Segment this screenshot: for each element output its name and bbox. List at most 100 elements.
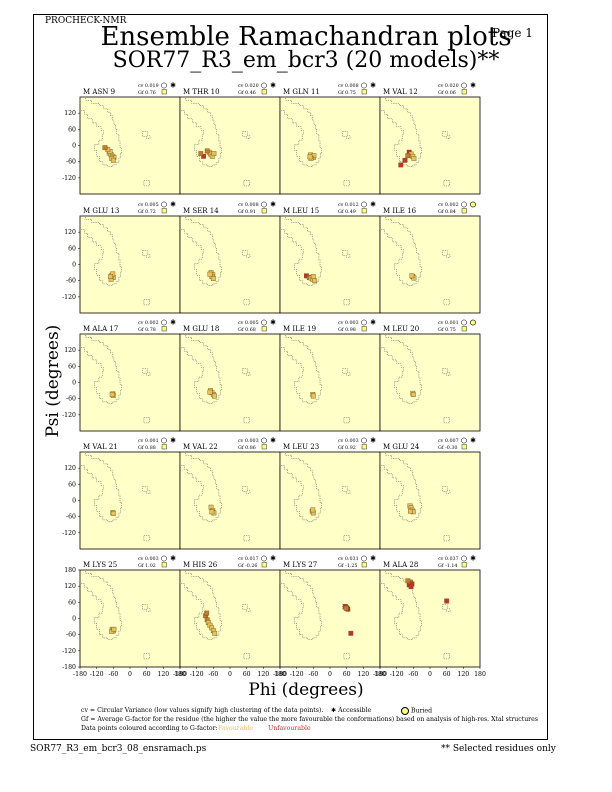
allowed-region-outline (442, 604, 451, 612)
gf-colour-swatch (361, 326, 367, 332)
data-point (198, 151, 204, 156)
panel-background (179, 569, 281, 668)
accessible-icon: ✱ (270, 201, 276, 209)
y-tick-label: 60 (68, 481, 76, 488)
gf-value: Gf -0.30 (438, 445, 457, 451)
allowed-region-outline (142, 486, 151, 494)
data-point (312, 278, 318, 284)
y-axis-label: Psi (degrees) (43, 324, 63, 438)
data-point (211, 151, 217, 156)
cv-value: cv 0.008 (338, 83, 359, 89)
residue-label: M LYS 25 (83, 561, 117, 569)
panel-background (179, 451, 281, 550)
x-tick-label: 60 (343, 671, 351, 678)
gf-value: Gf -1.14 (438, 563, 457, 569)
info-icon (361, 437, 367, 444)
data-point (411, 155, 417, 161)
info-icon (461, 555, 467, 562)
data-point (212, 630, 218, 636)
data-point (348, 630, 354, 636)
gf-value: Gf 1.02 (138, 563, 156, 569)
info-icon (461, 437, 467, 444)
gf-colour-swatch (461, 562, 467, 568)
y-tick-label: -180 (62, 664, 76, 671)
residue-label: M VAL 12 (383, 88, 418, 96)
panel-background (379, 451, 481, 550)
cv-value: cv 0.008 (238, 202, 259, 208)
allowed-region-outline (143, 653, 150, 660)
allowed-region-outline (243, 299, 250, 306)
y-tick-label: 120 (64, 465, 76, 472)
residue-label: M GLU 18 (183, 325, 219, 333)
y-tick-label: -120 (62, 648, 76, 655)
data-point (405, 578, 411, 584)
data-point (204, 148, 210, 154)
accessible-icon: ✱ (170, 555, 176, 563)
data-point (111, 626, 117, 632)
x-tick-label: -60 (108, 671, 118, 678)
gf-colour-swatch (261, 208, 267, 214)
allowed-region-outline (442, 368, 451, 376)
residue-label: M GLN 11 (283, 88, 320, 96)
cv-value: cv 0.020 (238, 83, 259, 89)
buried-icon (470, 319, 476, 326)
data-point (210, 276, 216, 281)
panel-background (379, 569, 481, 668)
accessible-icon: ✱ (170, 437, 176, 445)
panel-background (179, 96, 281, 195)
data-point (209, 509, 215, 515)
allowed-region-outline (442, 250, 451, 258)
y-tick-label: -120 (62, 530, 76, 537)
panel-background (279, 333, 381, 432)
allowed-region-outline (443, 417, 450, 424)
allowed-region-outline (279, 451, 322, 522)
panel-background (279, 215, 381, 314)
allowed-region-outline (242, 486, 251, 494)
gf-value: Gf 0.72 (138, 209, 156, 215)
residue-label: M LYS 27 (283, 561, 317, 569)
allowed-region-outline (443, 180, 450, 187)
x-tick-label: 0 (228, 671, 232, 678)
gf-value: Gf 0.06 (438, 90, 456, 96)
x-tick-label: 120 (357, 671, 369, 678)
x-tick-label: -180 (273, 671, 287, 678)
y-tick-label: 60 (68, 599, 76, 606)
cv-value: cv 0.001 (138, 438, 159, 444)
gf-value: Gf 0.88 (138, 445, 156, 451)
residue-label: M HIS 26 (183, 561, 218, 569)
legend-accessible-label: Accessible (338, 707, 372, 714)
x-tick-label: 180 (374, 671, 386, 678)
y-tick-label: -60 (66, 632, 76, 639)
accessible-icon: ✱ (470, 437, 476, 445)
x-tick-label: 120 (257, 671, 269, 678)
gf-value: Gf -0.26 (238, 563, 257, 569)
accessible-icon: ✱ (170, 201, 176, 209)
y-tick-label: 120 (64, 347, 76, 354)
info-icon (361, 319, 367, 326)
allowed-region-outline (379, 333, 422, 404)
data-point (204, 610, 210, 616)
y-tick-label: -60 (66, 514, 76, 521)
allowed-region-outline (442, 131, 451, 139)
cv-value: cv 0.003 (138, 556, 159, 562)
x-tick-label: -120 (190, 671, 204, 678)
data-point (398, 162, 404, 168)
cv-value: cv 0.003 (238, 438, 259, 444)
data-point (307, 154, 313, 160)
allowed-region-outline (142, 368, 151, 376)
buried-icon (470, 201, 476, 208)
gf-value: Gf 0.76 (138, 90, 156, 96)
residue-label: M ALA 17 (83, 325, 118, 333)
allowed-region-outline (143, 180, 150, 187)
y-tick-label: 60 (68, 363, 76, 370)
info-icon (161, 437, 167, 444)
info-icon (161, 82, 167, 89)
data-point (108, 274, 114, 279)
allowed-region-outline (443, 535, 450, 542)
x-tick-label: 180 (174, 671, 186, 678)
